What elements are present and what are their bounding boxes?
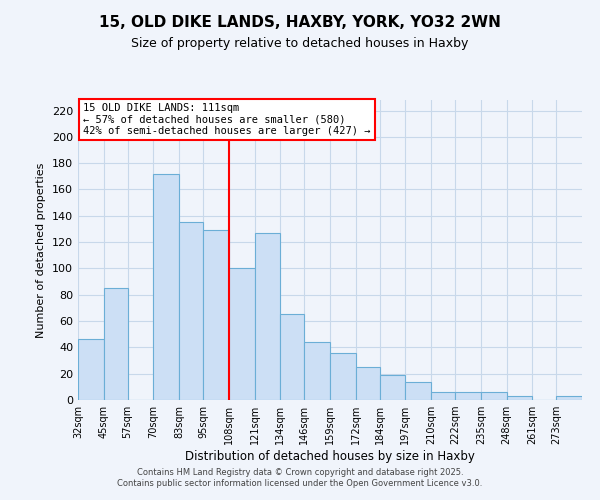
Bar [356,367,380,400]
Bar [556,396,582,400]
Bar [455,392,481,400]
Text: Size of property relative to detached houses in Haxby: Size of property relative to detached ho… [131,38,469,51]
Bar [154,174,179,400]
Text: Contains HM Land Registry data © Crown copyright and database right 2025.
Contai: Contains HM Land Registry data © Crown c… [118,468,482,487]
Bar [330,352,356,400]
Bar [506,396,532,400]
Bar [481,392,506,400]
Bar [254,233,280,400]
X-axis label: Distribution of detached houses by size in Haxby: Distribution of detached houses by size … [185,450,475,463]
Bar [78,340,104,400]
Bar [280,314,304,400]
Bar [179,222,203,400]
Bar [104,288,128,400]
Text: 15, OLD DIKE LANDS, HAXBY, YORK, YO32 2WN: 15, OLD DIKE LANDS, HAXBY, YORK, YO32 2W… [99,15,501,30]
Bar [380,375,406,400]
Bar [431,392,455,400]
Y-axis label: Number of detached properties: Number of detached properties [37,162,46,338]
Bar [406,382,431,400]
Bar [229,268,254,400]
Text: 15 OLD DIKE LANDS: 111sqm
← 57% of detached houses are smaller (580)
42% of semi: 15 OLD DIKE LANDS: 111sqm ← 57% of detac… [83,103,371,136]
Bar [203,230,229,400]
Bar [304,342,330,400]
